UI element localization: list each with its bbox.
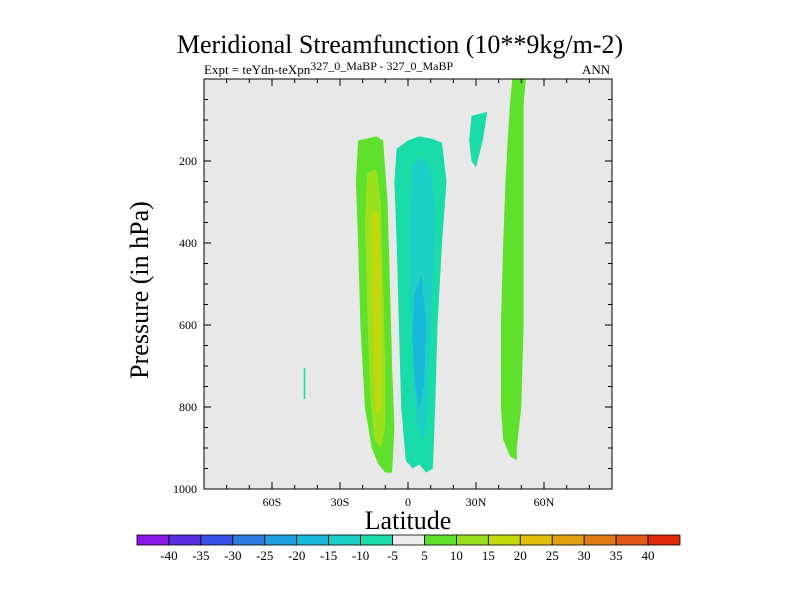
colorbar-label: -40 (160, 548, 177, 563)
region-eq-negative-core-15 (412, 275, 427, 407)
region-nh-positive-cell (500, 79, 526, 461)
colorbar-box (328, 534, 361, 546)
season-label: ANN (582, 62, 611, 77)
colorbar-box (647, 534, 681, 546)
colorbar-box (583, 534, 617, 546)
colorbar-label: 20 (514, 548, 527, 563)
colorbar-label: 10 (450, 548, 463, 563)
colorbar-box (551, 534, 585, 546)
colorbar-label: 25 (546, 548, 559, 563)
colorbar-label: -35 (192, 548, 209, 563)
x-tick-label: 30S (331, 495, 350, 509)
x-axis-label: Latitude (364, 506, 452, 535)
colorbar-box (232, 534, 266, 546)
colorbar-box (456, 534, 489, 546)
y-tick-label: 200 (179, 154, 197, 168)
region-sh-negative-sliver (303, 368, 306, 399)
colorbar-label: -10 (352, 548, 369, 563)
colorbar-box (296, 534, 330, 546)
x-tick-label: 0 (405, 495, 411, 509)
colorbar-label: -25 (256, 548, 273, 563)
colorbar-box (200, 534, 234, 546)
x-tick-label: 60S (263, 495, 282, 509)
colorbar-box (519, 534, 553, 546)
subtitle-experiment: Expt = teYdn-teXpn (204, 62, 311, 77)
colorbar-box (424, 534, 457, 546)
colorbar-label: 35 (610, 548, 623, 563)
y-tick-label: 1000 (173, 482, 197, 496)
colorbar-box (392, 534, 425, 546)
x-tick-label: 30N (466, 495, 487, 509)
region-tropics-negative-patch (469, 111, 488, 168)
y-tick-label: 600 (179, 318, 197, 332)
colorbar-box (264, 534, 298, 546)
colorbar-label: -20 (288, 548, 305, 563)
plot-axes: 60S 30S 0 30N 60N 200 400 600 800 1000 (173, 78, 613, 509)
colorbar-label: -15 (320, 548, 337, 563)
x-tick-label: 60N (534, 495, 555, 509)
colorbar-box (136, 534, 170, 546)
colorbar-label: 40 (642, 548, 655, 563)
colorbar-label: -30 (224, 548, 241, 563)
colorbar-label: 15 (482, 548, 495, 563)
subtitle-case: 327_0_MaBP - 327_0_MaBP (310, 59, 454, 73)
y-tick-label: 400 (179, 236, 197, 250)
colorbar-box (360, 534, 393, 546)
colorbar-label: -5 (387, 548, 398, 563)
colorbar: -40 -35 -30 -25 -20 -15 -10 -5 5 10 15 20 25 30 35 40 (136, 534, 681, 563)
y-tick-label: 800 (179, 400, 197, 414)
colorbar-box (615, 534, 649, 546)
region-sh-positive-core-15 (371, 210, 381, 416)
colorbar-box (168, 534, 202, 546)
colorbar-box (487, 534, 521, 546)
chart-title: Meridional Streamfunction (10**9kg/m-2) (176, 30, 624, 59)
colorbar-label: 5 (421, 548, 428, 563)
contour-regions (303, 79, 526, 473)
chart-subtitle: Expt = teYdn-teXpn327_0_MaBP - 327_0_MaB… (204, 59, 454, 78)
colorbar-label: 30 (578, 548, 591, 563)
